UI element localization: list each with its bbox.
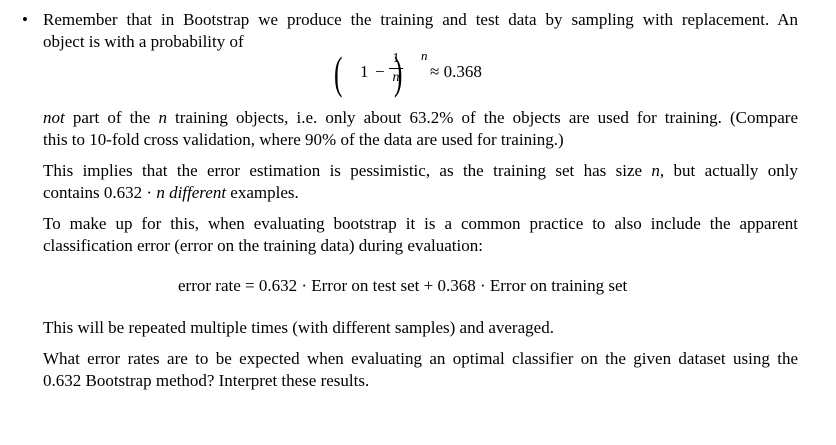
formula-minus: − bbox=[375, 62, 385, 81]
paragraph-2-line-2: this to 10-fold cross validation, where … bbox=[43, 130, 564, 149]
paragraph-6-line-1: What error rates are to be expected when… bbox=[43, 349, 798, 368]
fraction-denominator: n bbox=[392, 70, 400, 85]
fraction-bar bbox=[389, 68, 403, 69]
formula-one: 1 bbox=[360, 62, 369, 81]
paragraph-1-line-2: object is with a probability of bbox=[43, 32, 244, 51]
p3-text-c: contains 0.632 · bbox=[43, 183, 157, 202]
formula-approx-value: ≈ 0.368 bbox=[430, 62, 482, 81]
right-paren: ) bbox=[394, 47, 403, 98]
formula-exponent: n bbox=[421, 48, 428, 63]
var-n: n bbox=[156, 183, 165, 202]
bullet-marker: • bbox=[22, 10, 28, 29]
error-rate-formula: error rate = 0.632 · Error on test set +… bbox=[178, 276, 628, 295]
paragraph-2-line-1: not part of the n training objects, i.e.… bbox=[43, 108, 798, 128]
emph-different: different bbox=[164, 183, 227, 202]
left-paren: ( bbox=[334, 47, 343, 98]
paragraph-6-line-2: 0.632 Bootstrap method? Interpret these … bbox=[43, 371, 370, 390]
var-n: n bbox=[158, 108, 167, 127]
fraction-numerator: 1 bbox=[392, 51, 400, 66]
emph-not: not bbox=[43, 108, 65, 127]
paragraph-4-line-2: classification error (error on the train… bbox=[43, 236, 483, 255]
paragraph-5-line-1: This will be repeated multiple times (wi… bbox=[43, 318, 554, 337]
p2-text-a: part of the bbox=[64, 108, 159, 127]
paragraph-3-line-2: contains 0.632 · n different examples. bbox=[43, 183, 299, 203]
p3-text-a: This implies that the error estimation i… bbox=[43, 161, 652, 180]
fraction: 1 n bbox=[389, 51, 403, 86]
probability-formula: ( 1 − 1 n ) n ≈ 0.368 bbox=[334, 48, 534, 104]
p2-text-b: training objects, i.e. only about 63.2% … bbox=[166, 108, 798, 127]
p3-text-d: examples. bbox=[226, 183, 299, 202]
p3-text-b: , but actually only bbox=[659, 161, 798, 180]
paragraph-4-line-1: To make up for this, when evaluating boo… bbox=[43, 214, 798, 233]
paragraph-1-line-1: Remember that in Bootstrap we produce th… bbox=[43, 10, 798, 29]
paragraph-3-line-1: This implies that the error estimation i… bbox=[43, 161, 798, 181]
var-n: n bbox=[651, 161, 660, 180]
